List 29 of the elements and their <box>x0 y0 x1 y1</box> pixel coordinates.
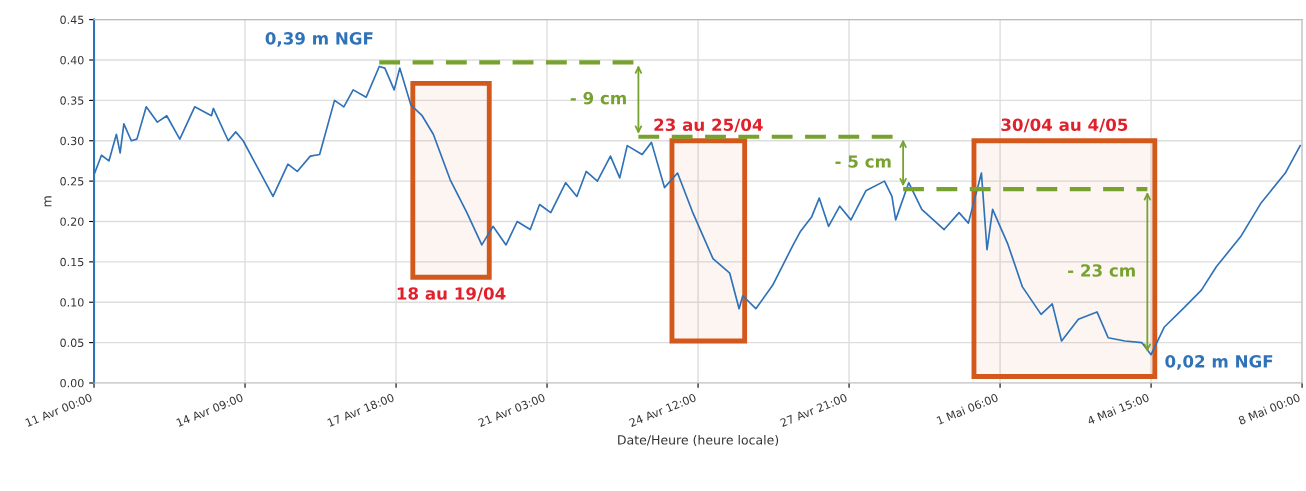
x-tick-label: 11 Avr 00:00 <box>25 393 93 427</box>
annotation: - 23 cm <box>1068 264 1135 277</box>
x-tick-label: 14 Avr 09:00 <box>176 393 244 427</box>
x-axis-title: Date/Heure (heure locale) <box>618 434 779 447</box>
y-tick-label: 0.40 <box>60 55 84 65</box>
annotation: 0,02 m NGF <box>1165 355 1273 370</box>
x-tick-label: 27 Avr 21:00 <box>779 393 848 428</box>
annotation: 0,39 m NGF <box>265 32 373 47</box>
x-tick-label: 1 Mai 06:00 <box>936 392 999 425</box>
x-tick-label: 8 Mai 00:00 <box>1237 392 1301 425</box>
y-tick-label: 0.20 <box>60 217 84 226</box>
x-tick-label: 24 Avr 12:00 <box>628 393 697 428</box>
y-tick-label: 0.10 <box>60 298 84 307</box>
y-tick-label: 0.30 <box>60 136 84 146</box>
y-tick-label: 0.35 <box>60 96 84 105</box>
x-tick-label: 17 Avr 18:00 <box>327 393 395 427</box>
x-tick-label: 4 Mai 15:00 <box>1086 392 1150 426</box>
band-label: 23 au 25/04 <box>654 118 763 133</box>
annotation: - 9 cm <box>570 91 626 105</box>
y-axis-title: m <box>44 196 52 207</box>
x-tick-label: 21 Avr 03:00 <box>477 393 546 428</box>
band-label: 18 au 19/04 <box>397 287 506 302</box>
y-tick-label: 0.15 <box>60 257 84 267</box>
y-tick-label: 0.25 <box>60 177 84 186</box>
y-tick-label: 0.45 <box>60 15 84 25</box>
annotation: - 5 cm <box>835 155 891 168</box>
y-tick-label: 0.00 <box>60 378 84 388</box>
y-tick-label: 0.05 <box>60 338 84 347</box>
band-label: 30/04 au 4/05 <box>1001 118 1128 133</box>
